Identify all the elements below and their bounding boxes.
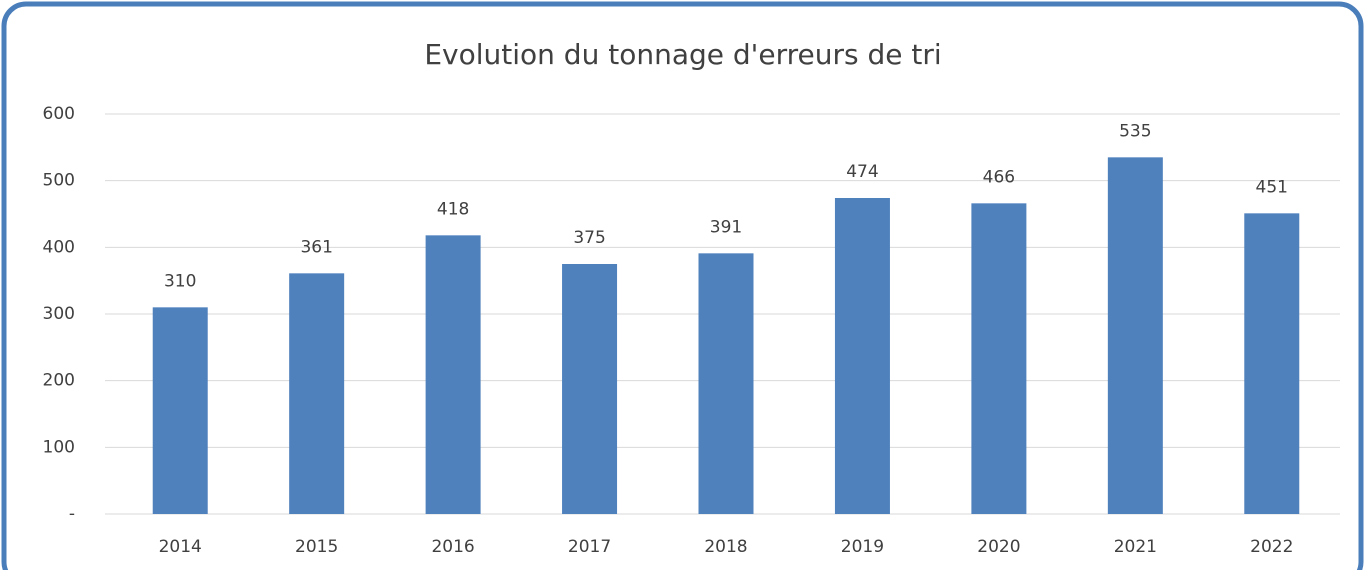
x-tick-label: 2022 xyxy=(1250,537,1293,557)
y-tick-label: 100 xyxy=(43,437,75,457)
data-label: 310 xyxy=(164,271,196,291)
x-tick-label: 2016 xyxy=(431,537,474,557)
data-label: 361 xyxy=(300,237,332,257)
bar xyxy=(152,307,208,514)
y-tick-label: 200 xyxy=(43,371,75,391)
x-tick-label: 2017 xyxy=(568,537,611,557)
data-label: 451 xyxy=(1256,177,1288,197)
y-tick-label: - xyxy=(69,504,75,524)
bar xyxy=(1107,157,1163,515)
bar xyxy=(289,273,345,514)
x-tick-label: 2019 xyxy=(841,537,884,557)
data-label: 375 xyxy=(573,228,605,248)
chart-title: Evolution du tonnage d'erreurs de tri xyxy=(424,38,941,71)
y-tick-label: 500 xyxy=(43,171,75,191)
y-tick-label: 300 xyxy=(43,304,75,324)
x-tick-label: 2020 xyxy=(977,537,1020,557)
bar xyxy=(1244,213,1300,515)
bar xyxy=(971,203,1027,515)
bar xyxy=(698,253,754,515)
x-tick-label: 2015 xyxy=(295,537,338,557)
bar xyxy=(562,264,618,514)
x-tick-label: 2018 xyxy=(704,537,747,557)
y-tick-label: 400 xyxy=(43,237,75,257)
data-label: 535 xyxy=(1119,121,1151,141)
y-tick-label: 600 xyxy=(43,104,75,124)
x-tick-label: 2021 xyxy=(1114,537,1157,557)
x-tick-label: 2014 xyxy=(159,537,202,557)
bar xyxy=(425,235,481,515)
data-label: 391 xyxy=(710,217,742,237)
data-label: 474 xyxy=(846,162,878,182)
data-label: 418 xyxy=(437,199,469,219)
data-label: 466 xyxy=(983,167,1015,187)
bar xyxy=(834,198,890,514)
